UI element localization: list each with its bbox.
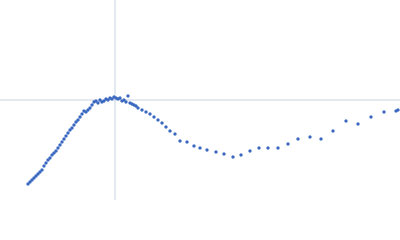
point	[36, 172, 40, 176]
point	[222, 152, 226, 156]
point	[134, 104, 138, 108]
point	[369, 115, 373, 119]
point	[308, 135, 312, 139]
point	[30, 178, 34, 182]
point	[122, 98, 126, 102]
point	[52, 151, 56, 155]
point	[257, 146, 261, 150]
point	[185, 140, 189, 144]
point	[40, 168, 44, 172]
point	[248, 149, 252, 153]
point	[94, 99, 98, 103]
point	[102, 99, 106, 103]
point	[74, 120, 78, 124]
point	[106, 98, 110, 102]
point	[80, 112, 84, 116]
point	[70, 126, 74, 130]
point	[66, 131, 70, 135]
point	[118, 96, 122, 100]
point	[214, 150, 218, 154]
point	[62, 137, 66, 141]
point	[164, 125, 168, 129]
point	[54, 149, 58, 153]
point	[136, 106, 140, 110]
point	[110, 97, 114, 101]
point	[382, 110, 386, 114]
point	[198, 146, 202, 150]
point	[178, 139, 182, 143]
point	[144, 110, 148, 114]
point	[331, 129, 335, 133]
point	[44, 161, 48, 165]
point	[168, 129, 172, 133]
point	[156, 118, 160, 122]
point	[48, 156, 52, 160]
point	[84, 110, 88, 114]
point	[50, 153, 54, 157]
point	[88, 106, 92, 110]
point	[58, 143, 62, 147]
point	[72, 123, 76, 127]
point	[38, 170, 42, 174]
point	[76, 118, 80, 122]
point	[34, 174, 38, 178]
point	[140, 108, 144, 112]
point	[319, 137, 323, 141]
point	[344, 119, 348, 123]
point	[68, 128, 72, 132]
point	[205, 148, 209, 152]
point	[266, 146, 270, 150]
chart	[0, 0, 400, 200]
point	[42, 164, 46, 168]
point	[396, 108, 400, 112]
point	[192, 144, 196, 148]
point	[32, 176, 36, 180]
point	[276, 146, 280, 150]
point	[28, 180, 32, 184]
point	[286, 142, 290, 146]
point	[90, 103, 94, 107]
point	[78, 115, 82, 119]
point	[126, 94, 130, 98]
point	[64, 134, 68, 138]
point	[296, 137, 300, 141]
point	[152, 115, 156, 119]
point	[148, 112, 152, 116]
point	[124, 100, 128, 104]
point	[26, 182, 30, 186]
point	[239, 153, 243, 157]
point	[46, 158, 50, 162]
point	[56, 146, 60, 150]
point	[173, 132, 177, 136]
point	[160, 121, 164, 125]
point	[356, 122, 360, 126]
point	[96, 101, 100, 105]
point	[60, 140, 64, 144]
point	[231, 155, 235, 159]
point	[98, 98, 102, 102]
point	[86, 108, 90, 112]
